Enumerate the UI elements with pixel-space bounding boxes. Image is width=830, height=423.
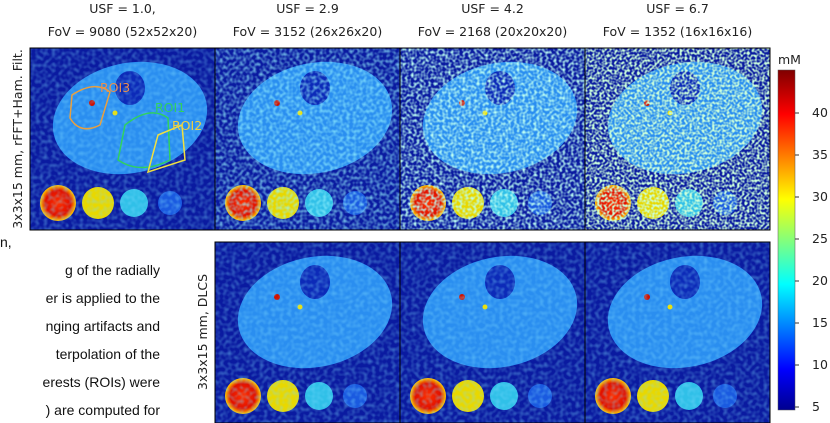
colorbar-tick-label: 20 xyxy=(812,273,828,288)
panel-content xyxy=(30,48,218,230)
panel-content xyxy=(400,242,588,423)
column-usf: USF = 2.9 xyxy=(276,1,339,16)
row-label: 3x3x15 mm, DLCS xyxy=(195,274,210,390)
noise xyxy=(400,242,585,423)
roi-label: ROI3 xyxy=(100,80,130,95)
side-text-line: terpolation of the xyxy=(56,346,161,362)
image-panels xyxy=(30,48,773,423)
colorbar-tick-label: 40 xyxy=(812,105,828,120)
row-label: 3x3x15 mm, rFFT+Ham. Filt. xyxy=(10,49,25,229)
mri-panel xyxy=(400,48,588,230)
side-text-line: n, xyxy=(0,234,12,250)
mri-panel xyxy=(585,48,773,230)
side-text-line: ) are computed for xyxy=(46,402,161,418)
roi-label: ROI1 xyxy=(155,100,185,115)
column-fov: FoV = 9080 (52x52x20) xyxy=(48,24,197,39)
roi-label: ROI2 xyxy=(172,118,202,133)
column-fov: FoV = 2168 (20x20x20) xyxy=(418,24,567,39)
panel-content xyxy=(400,48,588,230)
colorbar-tick-label: 10 xyxy=(812,357,828,372)
colorbar-ticks: 40 35 30 25 20 15 10 5 xyxy=(795,105,828,414)
noise xyxy=(585,242,770,423)
column-fov: FoV = 3152 (26x26x20) xyxy=(233,24,382,39)
noise xyxy=(585,48,770,230)
colorbar-tick-label: 25 xyxy=(812,231,828,246)
colorbar xyxy=(778,70,795,410)
panel-content xyxy=(585,48,773,230)
figure: mM 40 35 30 25 20 15 10 5 n, g of the radially er… xyxy=(0,0,830,423)
colorbar-unit: mM xyxy=(778,52,801,67)
column-fov: FoV = 1352 (16x16x16) xyxy=(603,24,752,39)
side-text-line: nging artifacts and xyxy=(46,318,160,334)
colorbar-tick-label: 35 xyxy=(812,147,828,162)
panel-content xyxy=(585,242,773,423)
panel-content xyxy=(215,242,403,423)
column-usf: USF = 4.2 xyxy=(461,1,524,16)
noise xyxy=(400,48,585,230)
colorbar-tick-label: 15 xyxy=(812,315,828,330)
panel-content xyxy=(215,48,403,230)
mri-panel xyxy=(585,242,773,423)
mri-panel xyxy=(215,242,403,423)
side-text-line: er is applied to the xyxy=(46,290,161,306)
mri-panel xyxy=(30,48,218,230)
mri-panel xyxy=(400,242,588,423)
noise xyxy=(215,48,400,230)
mri-panel xyxy=(215,48,403,230)
side-text-line: erests (ROIs) were xyxy=(43,374,161,390)
colorbar-tick-label: 5 xyxy=(812,399,820,414)
side-text: n, g of the radially er is applied to the n… xyxy=(0,234,160,418)
column-usf: USF = 1.0, xyxy=(89,1,156,16)
side-text-line: g of the radially xyxy=(65,262,160,278)
colorbar-tick-label: 30 xyxy=(812,189,828,204)
column-usf: USF = 6.7 xyxy=(646,1,709,16)
noise xyxy=(215,242,400,423)
